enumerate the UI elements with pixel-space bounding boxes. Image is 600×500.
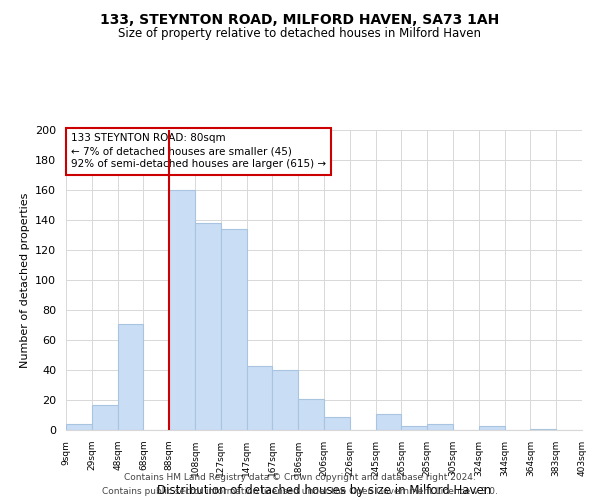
Bar [195,223,221,430]
Bar [221,229,247,430]
Text: Contains public sector information licensed under the Open Government Licence v.: Contains public sector information licen… [102,488,498,496]
Bar [530,428,556,430]
Text: Contains HM Land Registry data © Crown copyright and database right 2024.: Contains HM Land Registry data © Crown c… [124,472,476,482]
Bar [401,426,427,430]
Bar [324,416,350,430]
Text: 133 STEYNTON ROAD: 80sqm
← 7% of detached houses are smaller (45)
92% of semi-de: 133 STEYNTON ROAD: 80sqm ← 7% of detache… [71,133,326,170]
Bar [118,324,143,430]
Y-axis label: Number of detached properties: Number of detached properties [20,192,29,368]
Bar [298,398,324,430]
Bar [169,190,195,430]
Bar [92,404,118,430]
Bar [247,366,272,430]
X-axis label: Distribution of detached houses by size in Milford Haven: Distribution of detached houses by size … [157,484,491,498]
Bar [376,414,401,430]
Text: Size of property relative to detached houses in Milford Haven: Size of property relative to detached ho… [119,28,482,40]
Text: 133, STEYNTON ROAD, MILFORD HAVEN, SA73 1AH: 133, STEYNTON ROAD, MILFORD HAVEN, SA73 … [100,12,500,26]
Bar [66,424,92,430]
Bar [427,424,453,430]
Bar [272,370,298,430]
Bar [479,426,505,430]
